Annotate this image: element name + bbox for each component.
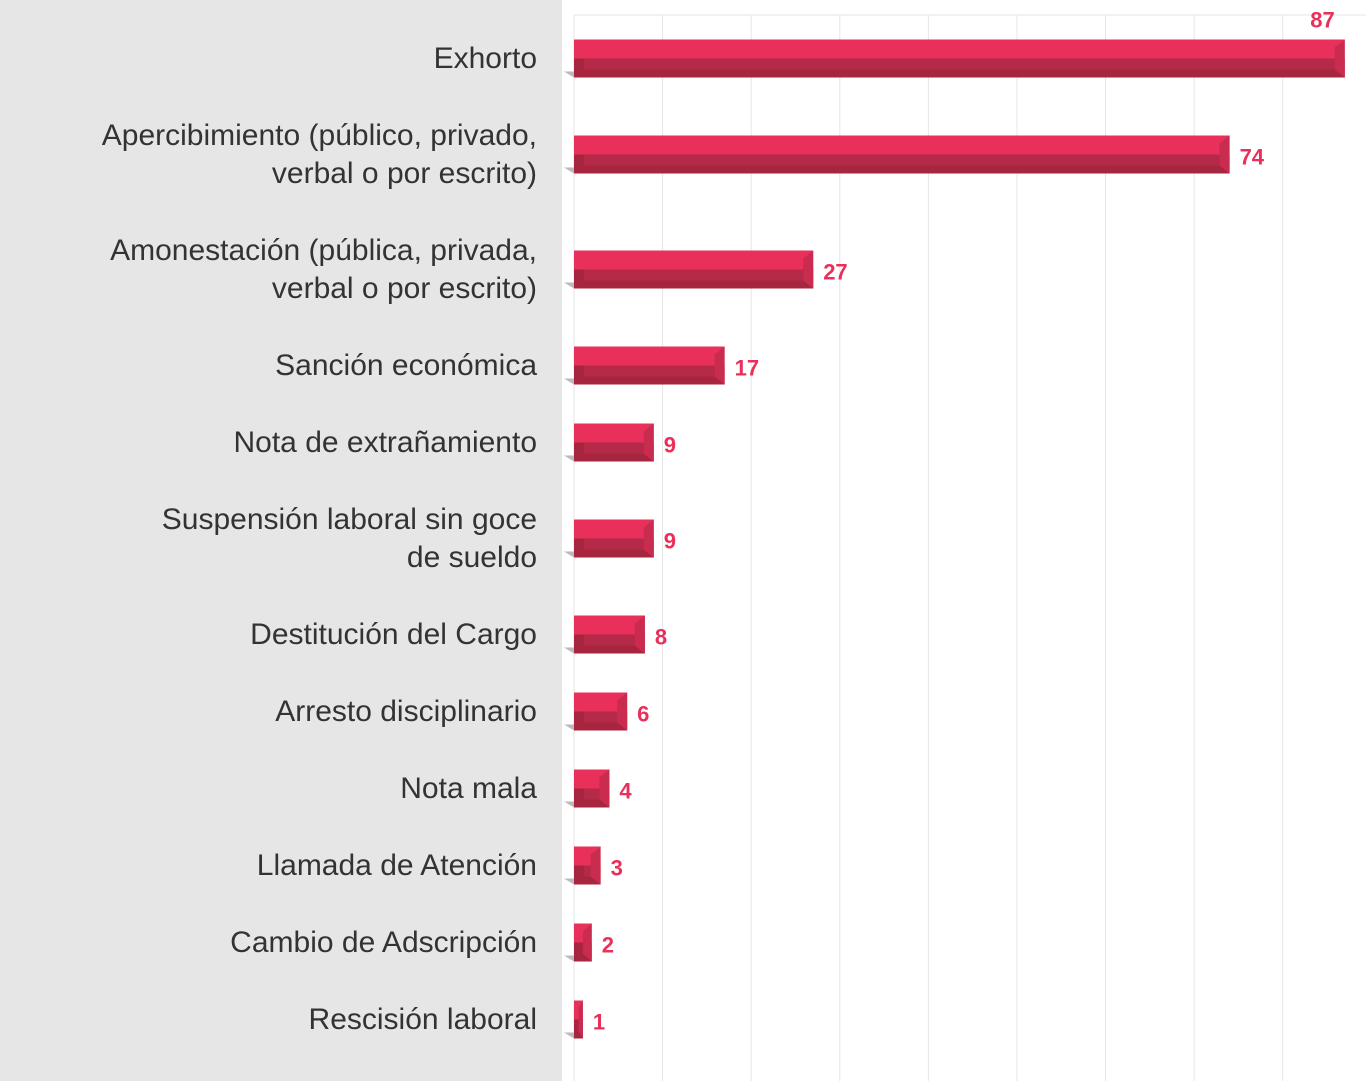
category-label: Rescisión laboral <box>308 1002 537 1036</box>
label-panel <box>0 0 562 1081</box>
category-label: Nota mala <box>400 771 537 805</box>
bar <box>564 423 654 462</box>
bar <box>564 692 628 731</box>
category-label: Sanción económica <box>275 348 537 382</box>
category-label: Exhorto <box>433 41 537 75</box>
value-label: 9 <box>664 432 676 457</box>
bar <box>564 1000 583 1039</box>
bar <box>564 923 592 962</box>
value-label: 8 <box>655 624 667 649</box>
category-label: Cambio de Adscripción <box>230 925 537 959</box>
bar <box>564 39 1345 78</box>
bar <box>564 250 814 289</box>
value-label: 2 <box>602 932 614 957</box>
value-label: 1 <box>593 1009 605 1034</box>
value-label: 9 <box>664 528 676 553</box>
category-label: Amonestación (pública, privada, verbal o… <box>110 233 537 305</box>
bar <box>564 846 601 885</box>
value-label: 27 <box>823 259 847 284</box>
category-label: Llamada de Atención <box>256 848 537 882</box>
category-label: Apercibimiento (público, privado, verbal… <box>101 118 537 190</box>
bar <box>564 519 654 558</box>
bar <box>564 615 645 654</box>
category-label: Destitución del Cargo <box>250 617 537 651</box>
value-label: 4 <box>619 778 632 803</box>
value-label: 17 <box>735 355 759 380</box>
category-label: Nota de extrañamiento <box>233 425 537 459</box>
bar <box>564 135 1230 174</box>
bar <box>564 769 610 808</box>
category-label: Arresto disciplinario <box>275 694 537 728</box>
value-label: 87 <box>1310 7 1334 32</box>
bar <box>564 346 725 385</box>
value-label: 74 <box>1240 144 1265 169</box>
value-label: 6 <box>637 701 649 726</box>
category-label: Suspensión laboral sin goce de sueldo <box>161 502 537 574</box>
value-label: 3 <box>611 855 623 880</box>
